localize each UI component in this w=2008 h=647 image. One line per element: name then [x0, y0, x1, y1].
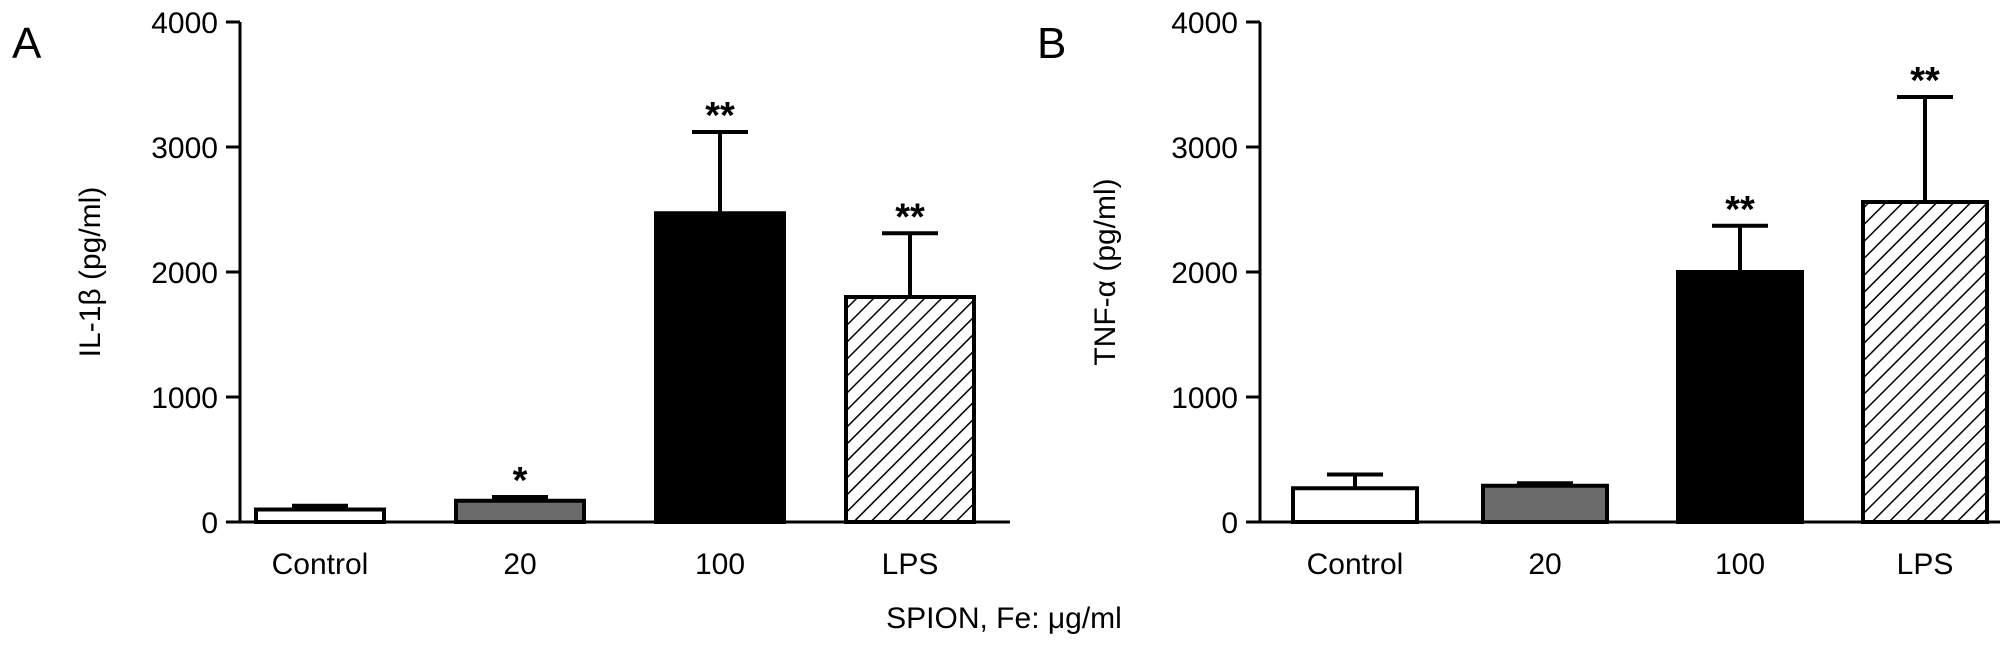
panel-a-xtick-label: 20 — [503, 548, 536, 581]
panel-b-ytick-label: 2000 — [1171, 257, 1238, 290]
panel-b-ytick-label: 4000 — [1171, 7, 1238, 40]
panel-b-xticks: Control 20 100 LPS — [1307, 548, 1954, 581]
panel-a-ytick-label: 3000 — [151, 132, 218, 165]
panel-a-ytick-label: 4000 — [151, 7, 218, 40]
panel-a-xtick-label: 100 — [695, 548, 745, 581]
panel-a-bar-20 — [454, 498, 586, 524]
panel-b-ytick-label: 3000 — [1171, 132, 1238, 165]
panel-b: B TNF-α (pg/ml) 0 1000 2000 3000 4000 ** ** C… — [1037, 7, 2000, 581]
panel-b-ylabel: TNF-α (pg/ml) — [1089, 178, 1122, 365]
panel-a-bar-100 — [654, 211, 786, 524]
panel-a-ytick-label: 2000 — [151, 257, 218, 290]
panel-a-xticks: Control 20 100 LPS — [272, 548, 939, 581]
panel-a-significance-mark: * — [513, 460, 528, 502]
panel-a-significance-mark: ** — [705, 95, 735, 137]
panel-a-significance-mark: ** — [895, 196, 925, 238]
panel-a-ytick-label: 1000 — [151, 382, 218, 415]
panel-a-xtick-label: LPS — [882, 548, 939, 581]
panel-a-letter: A — [12, 19, 42, 68]
panel-b-bar-lps — [1861, 200, 1989, 524]
panel-b-letter: B — [1037, 19, 1066, 68]
panel-a-ylabel: IL-1β (pg/ml) — [74, 187, 107, 358]
panel-b-bar-control — [1291, 486, 1419, 524]
panel-b-bar-100 — [1676, 270, 1804, 524]
panel-a-xtick-label: Control — [272, 548, 369, 581]
panel-b-xtick-label: Control — [1307, 548, 1404, 581]
panel-b-xtick-label: 100 — [1715, 548, 1765, 581]
panel-b-significance-mark: ** — [1910, 60, 1940, 102]
panel-b-significance: ** ** — [1725, 60, 1940, 231]
panel-b-xtick-label: 20 — [1528, 548, 1561, 581]
shared-xlabel: SPION, Fe: μg/ml — [886, 602, 1122, 635]
panel-a-ytick-label: 0 — [201, 507, 218, 540]
panel-a-yticks: 0 1000 2000 3000 4000 — [151, 7, 240, 540]
panel-a-bar-control — [254, 507, 386, 524]
panel-b-error-bars — [1327, 95, 1953, 489]
panel-b-xtick-label: LPS — [1897, 548, 1954, 581]
panel-b-bars — [1291, 200, 1989, 524]
panel-a-significance: ***** — [513, 95, 925, 502]
panel-b-significance-mark: ** — [1725, 189, 1755, 231]
panel-b-ytick-label: 0 — [1221, 507, 1238, 540]
panel-a-error-bars — [292, 130, 938, 510]
panel-b-bar-20 — [1481, 483, 1609, 524]
panel-a-bars — [254, 211, 976, 524]
panel-a-bar-lps — [844, 295, 976, 524]
panel-b-ytick-label: 1000 — [1171, 382, 1238, 415]
panel-b-yticks: 0 1000 2000 3000 4000 — [1171, 7, 1260, 540]
